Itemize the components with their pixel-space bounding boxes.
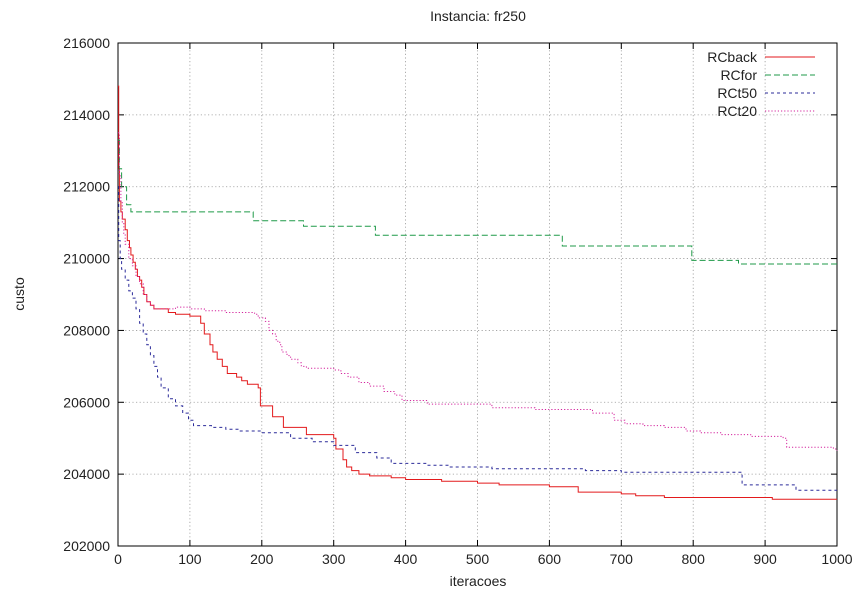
x-tick-label: 100: [178, 551, 202, 567]
grid: [118, 43, 837, 546]
x-tick-label: 400: [394, 551, 418, 567]
y-tick-label: 214000: [63, 107, 110, 123]
axis-ticks: 0 100 200 300 400 500 600 700 800 900 1000 202000 20…: [63, 35, 852, 567]
x-tick-label: 0: [114, 551, 122, 567]
series-line-rct50: [118, 186, 837, 491]
legend-label: RCt20: [717, 103, 757, 119]
series-lines: [118, 85, 838, 500]
x-tick-label: 600: [538, 551, 562, 567]
chart-title: Instancia: fr250: [430, 8, 526, 24]
series-line-rct20: [118, 132, 838, 451]
y-axis-title: custo: [11, 277, 27, 311]
y-tick-label: 206000: [63, 394, 110, 410]
legend-label: RCback: [707, 49, 758, 65]
y-tick-label: 202000: [63, 538, 110, 554]
x-tick-label: 500: [466, 551, 490, 567]
y-tick-label: 212000: [63, 179, 110, 195]
series-line-rcback: [118, 85, 837, 500]
x-tick-label: 1000: [821, 551, 852, 567]
legend: RCback RCfor RCt50 RCt20: [707, 49, 815, 119]
series-line-rcfor: [118, 139, 837, 265]
y-tick-label: 210000: [63, 251, 110, 267]
x-tick-label: 200: [250, 551, 274, 567]
x-tick-label: 900: [753, 551, 777, 567]
x-axis-title: iteracoes: [450, 573, 507, 589]
x-tick-label: 800: [682, 551, 706, 567]
x-tick-label: 700: [610, 551, 634, 567]
legend-label: RCfor: [720, 67, 757, 83]
x-tick-label: 300: [322, 551, 346, 567]
legend-label: RCt50: [717, 85, 757, 101]
y-tick-label: 216000: [63, 35, 110, 51]
y-tick-label: 208000: [63, 322, 110, 338]
y-tick-label: 204000: [63, 466, 110, 482]
